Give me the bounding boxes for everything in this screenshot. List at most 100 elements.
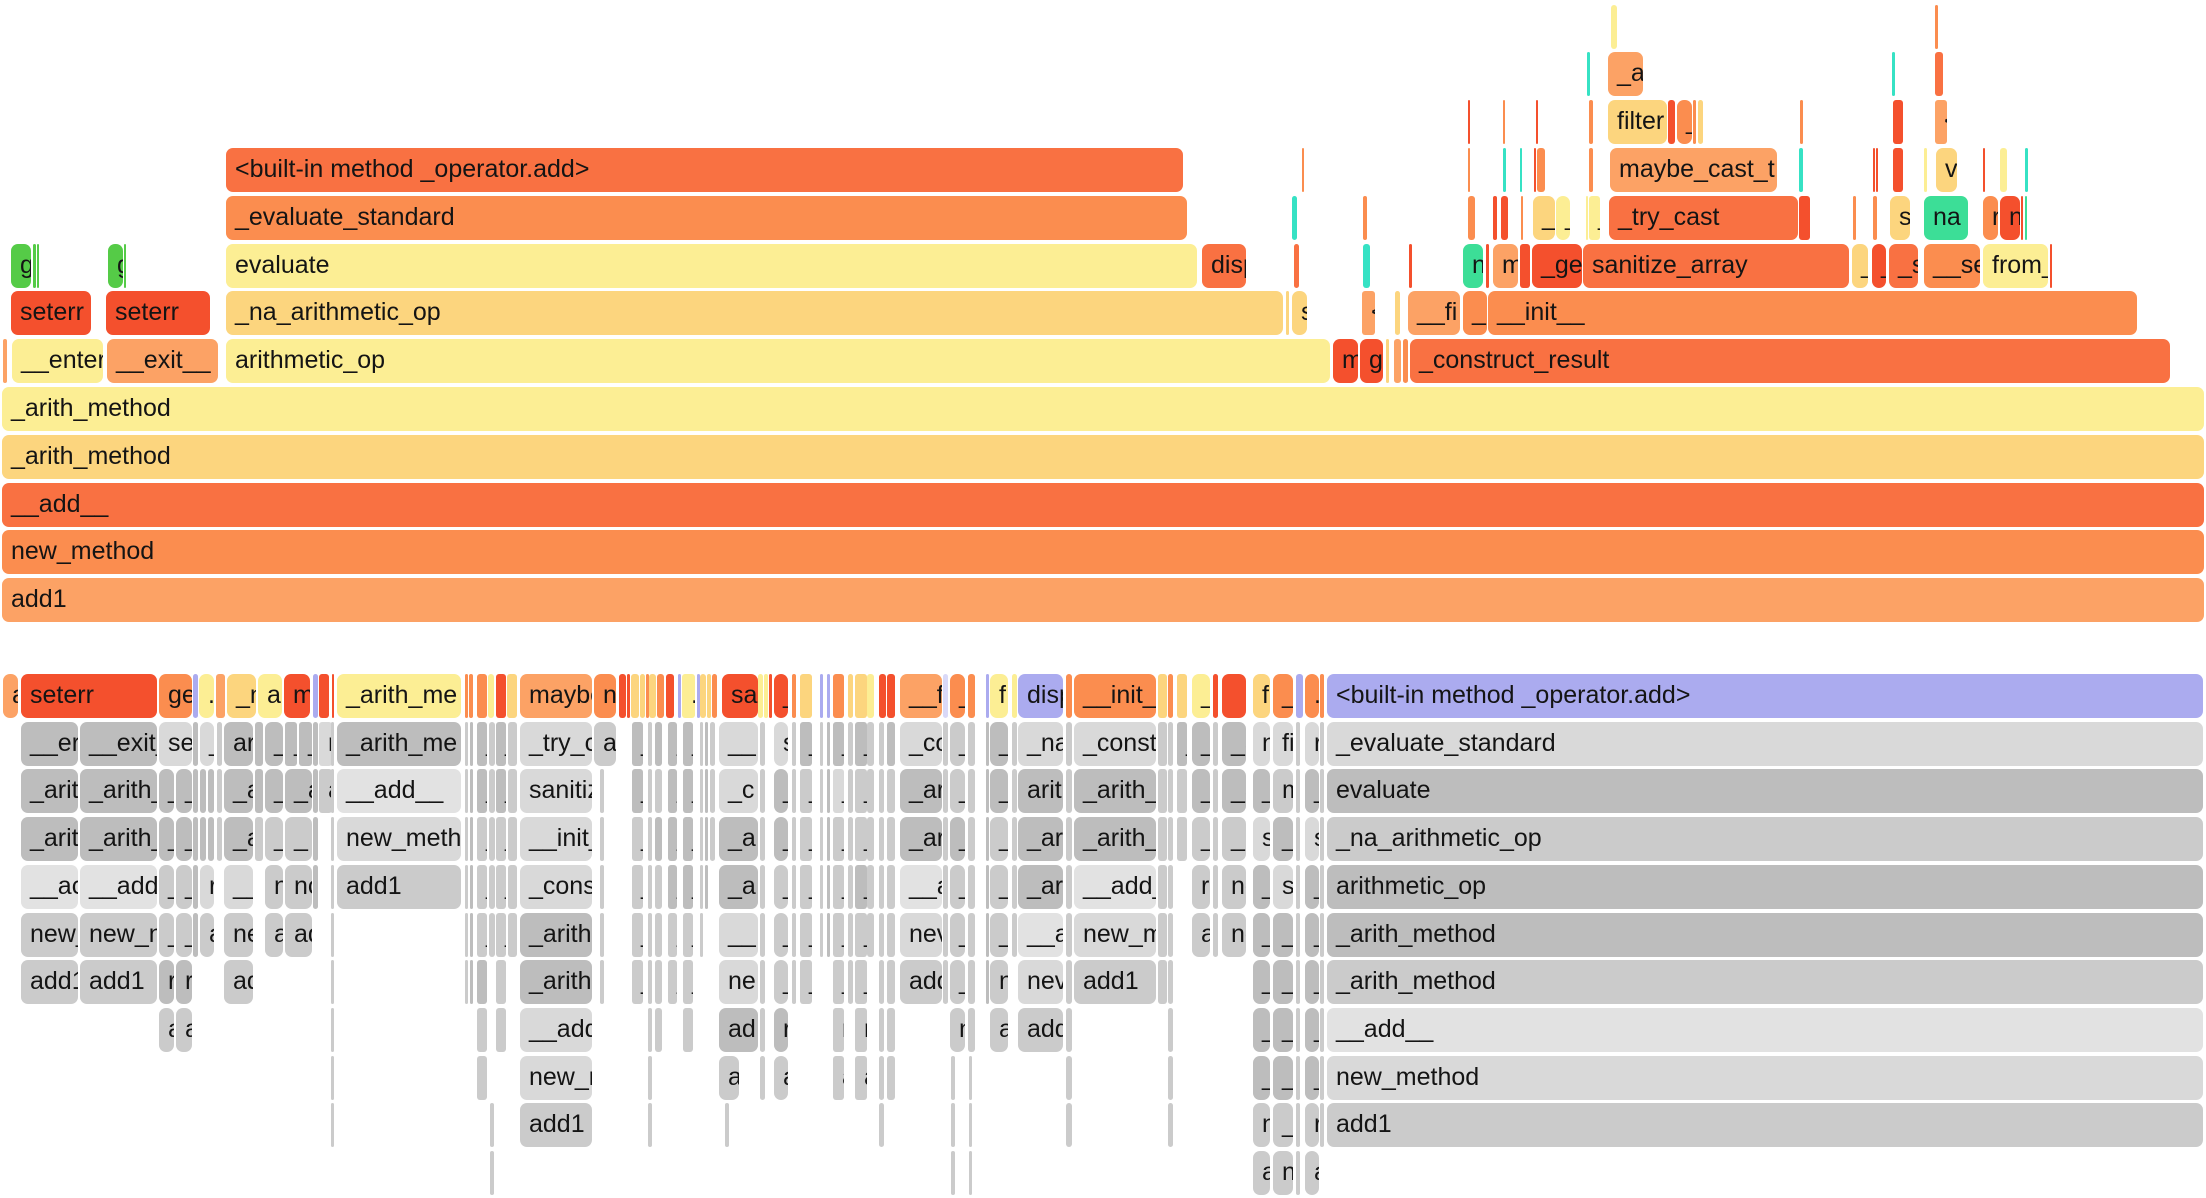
flame-frame[interactable]: _	[774, 960, 788, 1005]
flame-frame[interactable]	[1296, 960, 1300, 1005]
flame-frame[interactable]	[968, 721, 975, 766]
flame-frame[interactable]	[1521, 195, 1523, 240]
flame-frame[interactable]	[848, 721, 853, 766]
flame-frame[interactable]: a	[200, 912, 214, 957]
flame-frame[interactable]	[760, 817, 765, 862]
flame-frame[interactable]: _	[477, 769, 487, 814]
flame-frame[interactable]: f	[990, 674, 1008, 718]
flame-frame[interactable]: _evaluate_standard	[1327, 721, 2203, 766]
flame-frame[interactable]	[331, 912, 334, 957]
flame-frame[interactable]	[331, 1007, 334, 1052]
flame-frame[interactable]: _	[683, 912, 693, 957]
flame-frame[interactable]: _	[477, 912, 487, 957]
flame-frame[interactable]	[760, 864, 765, 909]
flame-frame[interactable]	[1320, 817, 1324, 862]
flame-frame[interactable]	[820, 674, 823, 718]
flame-frame[interactable]: a	[594, 721, 616, 766]
flame-frame[interactable]	[1320, 1103, 1324, 1148]
flame-frame[interactable]	[217, 721, 222, 766]
flame-frame[interactable]	[1892, 52, 1895, 97]
flame-frame[interactable]	[655, 721, 662, 766]
flame-frame[interactable]: _	[1305, 1055, 1319, 1100]
flame-frame[interactable]	[700, 769, 703, 814]
flame-frame[interactable]: _arith_	[80, 769, 157, 814]
flame-frame[interactable]	[489, 912, 495, 957]
flame-frame[interactable]: _	[887, 769, 895, 814]
flame-frame[interactable]	[969, 1055, 972, 1100]
flame-frame[interactable]	[508, 817, 517, 862]
flame-frame[interactable]: _	[990, 817, 1008, 862]
flame-frame[interactable]	[489, 769, 495, 814]
flame-frame[interactable]: _	[200, 721, 214, 766]
flame-frame[interactable]	[1168, 769, 1173, 814]
flame-frame[interactable]: _	[176, 864, 192, 909]
flame-frame[interactable]: n	[265, 864, 283, 909]
flame-frame[interactable]: _a	[719, 864, 758, 909]
flame-frame[interactable]: _	[683, 817, 693, 862]
flame-frame[interactable]	[827, 912, 830, 957]
flame-frame[interactable]	[887, 674, 895, 718]
flame-frame[interactable]: add1	[1327, 1103, 2203, 1148]
flame-frame[interactable]	[867, 674, 874, 718]
flame-frame[interactable]: __add_	[1074, 864, 1156, 909]
flame-frame[interactable]	[1935, 52, 1943, 97]
flame-frame[interactable]	[1158, 769, 1167, 814]
flame-frame[interactable]: _	[683, 769, 693, 814]
flame-frame[interactable]	[648, 960, 652, 1005]
flame-frame[interactable]	[867, 864, 874, 909]
flame-frame[interactable]: _	[887, 960, 895, 1005]
flame-frame[interactable]: __ac	[21, 864, 78, 909]
flame-frame[interactable]	[1168, 1055, 1173, 1100]
flame-frame[interactable]	[700, 864, 703, 909]
flame-frame[interactable]	[968, 674, 975, 718]
flame-frame[interactable]: a	[159, 1007, 174, 1052]
flame-frame[interactable]: _	[632, 817, 643, 862]
flame-frame[interactable]	[792, 721, 796, 766]
flame-frame[interactable]	[943, 721, 948, 766]
flame-frame[interactable]	[792, 960, 796, 1005]
flame-frame[interactable]: _	[774, 817, 788, 862]
flame-frame[interactable]: add1	[2, 578, 2204, 623]
flame-frame[interactable]	[331, 721, 334, 766]
flame-frame[interactable]: _arit	[21, 769, 78, 814]
flame-frame[interactable]	[2021, 195, 2023, 240]
flame-frame[interactable]	[470, 864, 473, 909]
flame-frame[interactable]: _	[496, 721, 506, 766]
flame-frame[interactable]: a	[887, 1055, 895, 1100]
flame-frame[interactable]	[1501, 195, 1508, 240]
flame-frame[interactable]	[1873, 195, 1877, 240]
flame-frame[interactable]: new_method	[1327, 1055, 2203, 1100]
flame-frame[interactable]: _	[1273, 817, 1293, 862]
flame-frame[interactable]: _	[800, 864, 812, 909]
flame-frame[interactable]	[1213, 769, 1218, 814]
flame-frame[interactable]	[1066, 721, 1072, 766]
flame-frame[interactable]	[193, 769, 198, 814]
flame-frame[interactable]	[867, 721, 874, 766]
flame-frame[interactable]	[820, 769, 823, 814]
flame-frame[interactable]	[760, 960, 765, 1005]
flame-frame[interactable]: r	[774, 1007, 788, 1052]
flame-frame[interactable]	[2000, 148, 2007, 192]
flame-frame[interactable]: s	[774, 721, 788, 766]
flame-frame[interactable]	[1066, 1007, 1072, 1052]
flame-frame[interactable]: add	[900, 960, 942, 1005]
flame-frame[interactable]	[700, 817, 703, 862]
flame-frame[interactable]	[1296, 1103, 1300, 1148]
flame-frame[interactable]: s	[1305, 817, 1319, 862]
flame-frame[interactable]	[769, 674, 772, 718]
flame-frame[interactable]	[1320, 769, 1324, 814]
flame-frame[interactable]: nev	[1018, 960, 1063, 1005]
flame-frame[interactable]	[1320, 960, 1324, 1005]
flame-frame[interactable]	[37, 243, 39, 288]
flame-frame[interactable]: __add__	[337, 769, 461, 814]
flame-frame[interactable]	[1168, 864, 1173, 909]
flame-frame[interactable]	[700, 721, 703, 766]
flame-frame[interactable]	[600, 912, 604, 957]
flame-frame[interactable]: _a	[265, 721, 283, 766]
flame-frame[interactable]	[1320, 912, 1324, 957]
flame-frame[interactable]	[193, 912, 198, 957]
flame-frame[interactable]	[1320, 721, 1324, 766]
flame-frame[interactable]: a	[774, 1055, 788, 1100]
flame-frame[interactable]: new_meth	[337, 817, 461, 862]
flame-frame[interactable]: a	[683, 1007, 693, 1052]
